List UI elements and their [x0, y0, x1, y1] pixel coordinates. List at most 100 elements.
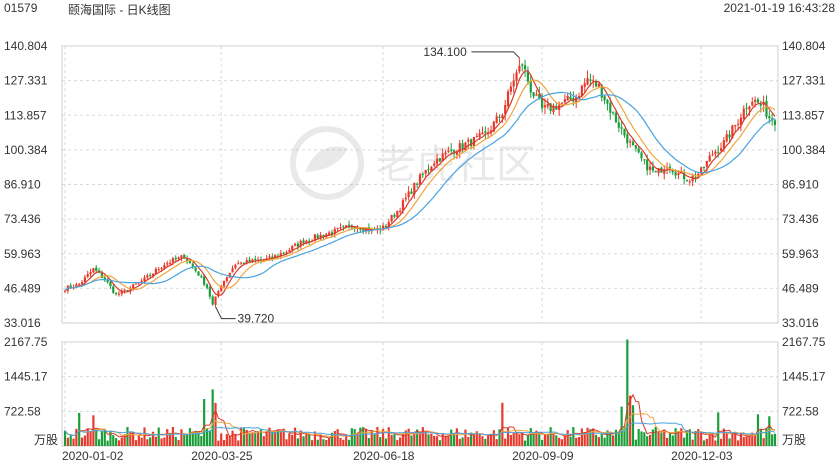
candle	[251, 259, 254, 263]
candle	[390, 215, 393, 222]
candle	[404, 197, 407, 200]
volume-bar	[532, 434, 535, 446]
candle	[631, 141, 635, 146]
candle	[458, 143, 461, 153]
volume-bar	[566, 430, 569, 446]
volume-bar	[171, 427, 175, 446]
candle	[416, 183, 419, 185]
volume-bar	[489, 433, 493, 446]
candle	[228, 272, 231, 278]
volume-bar	[180, 429, 183, 446]
candle	[586, 78, 589, 85]
candle	[168, 262, 172, 264]
volume-bar	[742, 436, 745, 446]
candle	[239, 262, 243, 264]
volume-bar	[515, 433, 518, 446]
watermark: 老虎社区	[290, 126, 536, 200]
ma5-line	[64, 70, 776, 296]
volume-unit-label: 万股	[782, 433, 806, 447]
volume-bar	[112, 435, 115, 446]
volume-bar	[484, 438, 487, 446]
volume-bar	[470, 432, 473, 446]
candle	[347, 224, 351, 226]
volume-bar	[444, 435, 447, 446]
volume-bar	[435, 436, 439, 446]
price-tick-label: 86.910	[4, 178, 41, 192]
volume-bar	[580, 428, 583, 446]
candle	[677, 173, 680, 176]
volume-bar	[220, 433, 223, 446]
volume-bar	[72, 438, 75, 446]
price-tick-label: 86.910	[782, 178, 819, 192]
volume-bar	[217, 440, 220, 446]
volume-bar	[381, 428, 385, 446]
volume-bar	[660, 432, 663, 446]
candle	[316, 235, 319, 239]
candle	[268, 256, 271, 258]
candle	[555, 106, 558, 110]
volume-bar	[126, 427, 129, 446]
volume-bar	[478, 433, 481, 446]
vol-ma10-line	[64, 412, 776, 438]
candle	[328, 232, 331, 235]
candle	[759, 103, 762, 106]
volume-bar	[359, 427, 362, 446]
watermark-logo-mark-icon	[305, 146, 348, 172]
volume-bar	[214, 402, 217, 446]
volume-bar	[614, 429, 618, 446]
candle	[654, 170, 657, 173]
candle	[773, 120, 777, 126]
candle	[495, 116, 498, 123]
candle	[504, 104, 507, 115]
volume-bar	[467, 436, 470, 446]
volume-bar	[401, 433, 405, 446]
volume-bar	[75, 428, 78, 446]
candle	[606, 99, 609, 104]
candle	[157, 269, 160, 271]
volume-bar	[501, 402, 504, 446]
volume-bar	[597, 437, 601, 446]
candle	[626, 134, 629, 144]
candle	[427, 168, 430, 170]
volume-bar	[549, 427, 552, 446]
volume-bar	[100, 431, 104, 446]
candle	[353, 227, 356, 229]
volume-bar	[665, 437, 669, 446]
candle	[393, 214, 396, 217]
candle	[234, 264, 237, 269]
candle	[663, 169, 666, 174]
candle	[717, 151, 720, 153]
candle	[751, 101, 754, 106]
volume-unit-label: 万股	[34, 433, 58, 447]
volume-bar	[302, 436, 305, 446]
volume-bar	[427, 434, 430, 446]
candle	[651, 166, 654, 171]
volume-bar	[708, 432, 711, 446]
price-tick-label: 127.331	[782, 74, 826, 88]
volume-bar	[166, 429, 169, 446]
candle	[506, 91, 510, 106]
candle	[563, 99, 566, 103]
candle	[592, 79, 595, 81]
candle	[708, 155, 711, 162]
volume-bar	[697, 429, 700, 446]
volume-bar	[487, 435, 490, 446]
volume-bar	[151, 431, 155, 446]
volume-bar	[512, 432, 515, 446]
candle	[177, 257, 180, 259]
candle	[762, 101, 765, 105]
volume-bar	[600, 433, 603, 446]
volume-bar	[648, 434, 652, 446]
candle	[186, 258, 189, 261]
candle	[75, 284, 78, 288]
volume-bar	[492, 430, 495, 446]
candle	[63, 290, 67, 292]
volume-tick-label: 2167.75	[4, 335, 48, 349]
candle	[188, 260, 192, 264]
volume-bar	[748, 435, 751, 446]
volume-bar	[711, 432, 714, 446]
candle	[359, 228, 362, 230]
candle	[302, 240, 305, 244]
candle	[399, 210, 402, 212]
candle	[538, 94, 541, 100]
